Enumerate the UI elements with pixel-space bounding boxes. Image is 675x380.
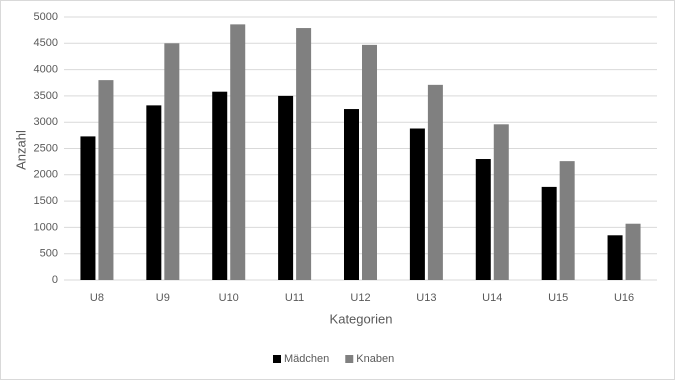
y-tick-label: 0 (52, 274, 58, 286)
bar (409, 128, 425, 280)
y-tick-label: 4000 (34, 64, 58, 76)
x-tick-label: U11 (285, 292, 304, 304)
bar (362, 44, 377, 281)
bar (212, 91, 228, 280)
y-tick-label: 500 (40, 248, 58, 260)
y-axis-title: Anzahl (13, 130, 28, 170)
bar (98, 80, 114, 281)
y-tick-label: 5000 (34, 11, 58, 23)
legend-swatch (345, 355, 354, 363)
y-tick-label: 1500 (34, 195, 58, 207)
bar (541, 186, 557, 280)
bar (80, 136, 96, 280)
bar (146, 105, 162, 280)
legend-label: Mädchen (284, 353, 329, 365)
bar (164, 43, 180, 280)
x-tick-label: U16 (614, 292, 634, 304)
bar (344, 109, 359, 280)
x-tick-label: U13 (416, 292, 436, 304)
y-tick-label: 2000 (34, 169, 58, 181)
bar (475, 159, 491, 280)
x-tick-label: U8 (90, 292, 104, 304)
bar (559, 161, 575, 280)
y-tick-label: 2500 (34, 142, 58, 154)
bar (625, 223, 641, 280)
x-tick-label: U12 (350, 292, 370, 304)
y-tick-label: 3500 (34, 90, 58, 102)
y-tick-label: 4500 (34, 37, 58, 49)
legend-label: Knaben (356, 353, 394, 365)
x-tick-label: U9 (156, 292, 170, 304)
y-tick-label: 1000 (34, 221, 58, 233)
bar (607, 235, 623, 280)
x-tick-label: U10 (219, 292, 239, 304)
x-tick-label: U14 (482, 292, 502, 304)
bar (278, 95, 294, 281)
bar (493, 124, 509, 280)
y-tick-label: 3000 (34, 116, 58, 128)
x-tick-label: U15 (548, 292, 568, 304)
bar (296, 28, 312, 280)
bar (230, 24, 246, 281)
bar (427, 84, 443, 280)
x-axis-title: Kategorien (330, 311, 393, 326)
legend-swatch (273, 355, 281, 363)
